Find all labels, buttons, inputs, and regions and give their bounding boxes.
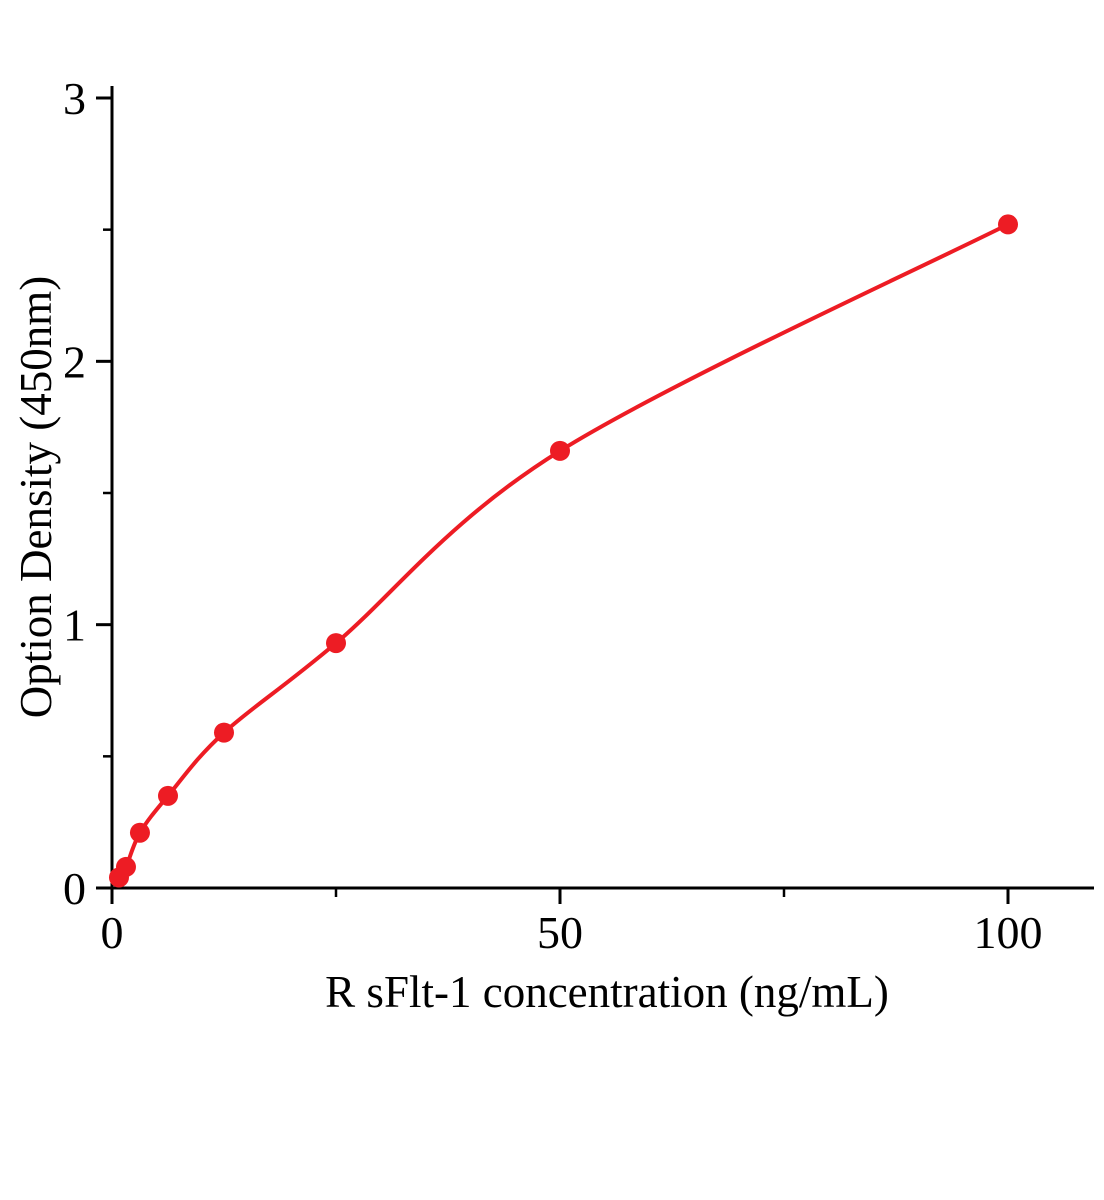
y-axis-title: Option Density (450nm) xyxy=(11,275,61,719)
x-axis-title: R sFlt-1 concentration (ng/mL) xyxy=(325,967,889,1017)
data-point xyxy=(326,633,346,654)
fit-curve xyxy=(111,222,1010,885)
data-point xyxy=(550,440,570,461)
y-tick-label: 2 xyxy=(63,336,86,387)
y-tick-label: 1 xyxy=(63,600,86,651)
x-tick-label: 50 xyxy=(537,907,583,958)
y-tick-label: 0 xyxy=(63,863,86,914)
axis-spines xyxy=(110,86,1094,890)
x-tick-label: 0 xyxy=(101,907,124,958)
data-point xyxy=(214,722,234,743)
data-point xyxy=(129,822,150,843)
data-point xyxy=(115,856,136,877)
data-point xyxy=(158,785,178,806)
y-tick-label: 3 xyxy=(63,73,86,124)
x-tick-label: 100 xyxy=(974,907,1043,958)
data-point xyxy=(998,214,1018,235)
